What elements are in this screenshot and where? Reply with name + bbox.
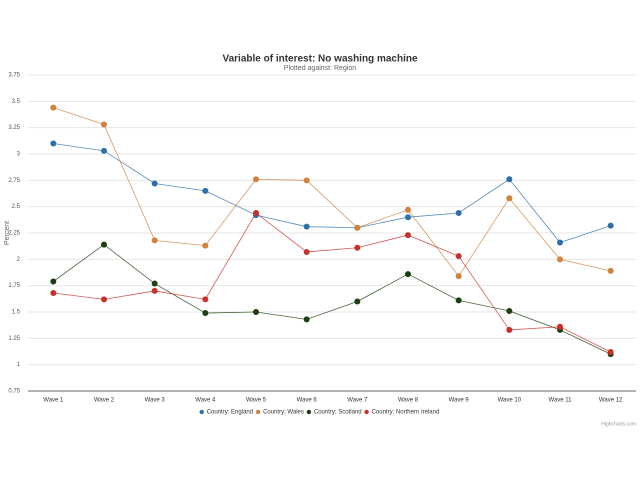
data-point [202,310,209,317]
data-point [253,176,259,183]
y-tick-label: 2.75 [8,178,20,184]
data-point [50,140,57,147]
data-point [50,104,57,111]
data-point [506,307,513,314]
y-tick-label: 1.75 [8,283,20,289]
x-tick-label: Wave 7 [347,398,368,404]
y-tick-label: 1 [17,362,21,368]
data-point [253,309,259,315]
data-point [202,242,209,249]
data-point [151,180,158,187]
data-point [455,253,462,260]
y-tick-label: 0.75 [8,389,20,395]
chart-subtitle: Plotted against: Region [284,65,356,72]
x-tick-label: Wave 10 [498,398,522,404]
data-point [354,224,361,231]
data-point [202,187,209,194]
data-point [303,177,310,184]
legend-label: Country: England [207,410,253,416]
data-point [405,271,411,278]
legend-marker [364,409,369,415]
x-tick-label: Wave 5 [246,398,267,404]
data-point [405,206,411,213]
legend-label: Country: Northern Ireland [372,410,440,416]
data-point [354,298,361,305]
data-point [101,296,107,303]
data-point [50,290,57,297]
data-point [455,297,462,304]
credit: Highcharts.com [601,421,636,427]
x-tick-label: Wave 6 [297,398,318,404]
y-tick-label: 3.5 [12,99,21,105]
x-tick-label: Wave 4 [195,398,216,404]
data-point [506,176,513,183]
data-point [455,209,462,216]
y-tick-label: 2.5 [12,204,21,210]
x-tick-label: Wave 3 [145,398,166,404]
data-point [202,296,209,303]
data-point [253,209,259,216]
data-point [151,237,158,244]
data-point [557,239,563,246]
data-point [455,273,462,280]
data-point [405,232,411,239]
data-point [506,326,513,333]
y-tick-label: 2 [17,257,21,263]
data-point [101,121,107,128]
y-tick-label: 3.25 [8,125,20,131]
legend-marker [306,409,312,415]
data-point [557,256,563,263]
data-point [557,323,563,330]
legend-marker [199,409,204,415]
y-tick-label: 2.25 [8,231,20,237]
y-tick-label: 3.75 [8,73,20,79]
data-point [607,222,614,229]
y-tick-label: 1.25 [8,336,20,342]
series-line [53,143,611,243]
series-line [53,107,611,277]
x-tick-label: Wave 11 [548,398,572,404]
data-point [506,195,513,202]
x-tick-label: Wave 8 [398,398,419,404]
x-tick-label: Wave 1 [43,398,64,404]
chart-title: Variable of interest: No washing machine [222,54,417,65]
data-point [101,147,107,154]
data-point [607,349,614,356]
x-tick-label: Wave 2 [94,398,115,404]
data-point [151,287,158,294]
data-point [303,248,310,255]
data-point [50,278,57,285]
legend: Country: England Country: Wales Country: S… [199,409,440,416]
data-point [303,316,310,323]
series-line [53,244,611,355]
series-line [53,212,611,353]
data-point [607,267,614,274]
x-tick-label: Wave 9 [449,398,470,404]
x-tick-label: Wave 12 [599,398,623,404]
data-point [405,214,411,221]
data-point [101,241,107,248]
data-point [151,280,158,287]
y-axis-label: Percent [4,221,11,245]
data-point [303,223,310,230]
y-tick-label: 1.5 [12,310,21,316]
data-point [354,244,361,251]
y-tick-label: 3 [17,152,21,158]
legend-label: Country: Wales [263,410,304,416]
legend-marker [255,409,261,415]
legend-label: Country: Scotland [314,410,362,416]
